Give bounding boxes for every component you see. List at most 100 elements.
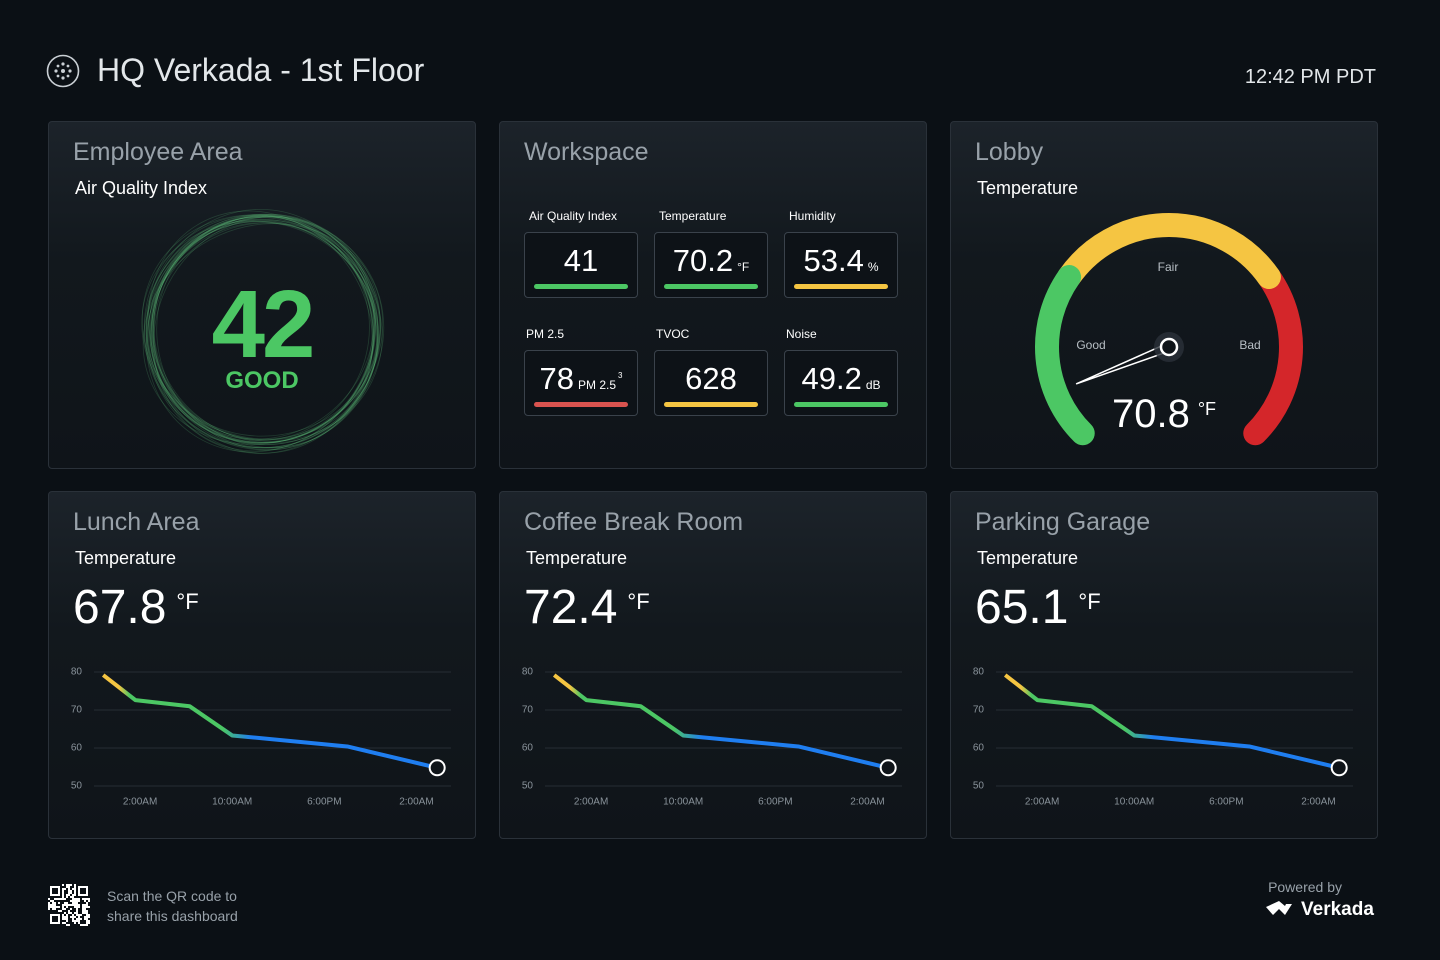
- qr-cell: [48, 920, 50, 922]
- qr-cell: [70, 920, 72, 922]
- unit: °F: [1197, 399, 1217, 419]
- qr-cell: [70, 894, 72, 896]
- qr-cell: [76, 894, 78, 896]
- x-tick-label: 2:00AM: [1301, 797, 1335, 808]
- qr-cell: [80, 910, 82, 912]
- qr-cell: [76, 884, 78, 886]
- qr-cell: [80, 884, 82, 886]
- ring-line: [151, 215, 381, 445]
- ring-line: [149, 222, 380, 446]
- qr-cell: [56, 890, 58, 892]
- qr-cell: [60, 890, 62, 892]
- qr-cell: [78, 924, 80, 926]
- qr-cell: [54, 896, 56, 898]
- qr-cell: [56, 904, 58, 906]
- qr-cell: [88, 910, 90, 912]
- qr-cell: [62, 902, 64, 904]
- value: 628: [685, 361, 737, 396]
- qr-cell: [56, 884, 58, 886]
- qr-cell: [68, 898, 70, 900]
- qr-cell: [60, 912, 62, 914]
- qr-cell: [82, 902, 84, 904]
- qr-cell: [54, 910, 56, 912]
- qr-cell: [72, 884, 74, 886]
- qr-cell: [86, 900, 88, 902]
- qr-cell: [78, 910, 80, 912]
- x-tick-label: 2:00AM: [1025, 797, 1059, 808]
- qr-cell: [72, 890, 74, 892]
- card-title: Workspace: [524, 138, 649, 166]
- qr-cell: [82, 890, 84, 892]
- qr-cell: [88, 918, 90, 920]
- qr-cell: [72, 886, 74, 888]
- qr-cell: [66, 888, 68, 890]
- qr-cell: [62, 886, 64, 888]
- ring-line: [145, 214, 376, 444]
- tile-value: 70.2 °F: [655, 243, 767, 279]
- qr-cell: [84, 888, 86, 890]
- x-tick-label: 10:00AM: [1114, 797, 1154, 808]
- qr-cell: [60, 884, 62, 886]
- value: 70.8: [1111, 392, 1190, 436]
- qr-cell: [72, 922, 74, 924]
- x-tick-label: 6:00PM: [307, 797, 341, 808]
- gauge: Good Fair Bad: [1035, 213, 1303, 446]
- qr-cell: [68, 900, 70, 902]
- y-tick-label: 50: [522, 781, 534, 792]
- ring-line: [151, 215, 375, 441]
- y-tick-label: 50: [973, 781, 985, 792]
- qr-cell: [82, 916, 84, 918]
- tile-label: Humidity: [789, 209, 836, 223]
- qr-cell: [48, 892, 50, 894]
- qr-cell: [68, 908, 70, 910]
- qr-cell: [72, 910, 74, 912]
- qr-cell: [70, 924, 72, 926]
- qr-cell: [48, 890, 50, 892]
- tile: 70.2 °F: [654, 232, 768, 298]
- qr-cell: [50, 896, 52, 898]
- qr-cell: [48, 886, 50, 888]
- tile: 53.4%: [784, 232, 898, 298]
- qr-cell: [48, 914, 50, 916]
- qr-cell: [54, 916, 56, 918]
- card-title: Coffee Break Room: [524, 508, 744, 536]
- zone-label: Good: [1076, 338, 1105, 352]
- qr-cell: [52, 920, 54, 922]
- card-title: Employee Area: [73, 138, 243, 166]
- zone-label: Bad: [1239, 338, 1260, 352]
- qr-cell: [84, 922, 86, 924]
- ring-line: [153, 221, 379, 444]
- ring-line: [156, 216, 374, 451]
- qr-cell: [74, 896, 76, 898]
- qr-cell: [80, 892, 82, 894]
- qr-cell: [54, 912, 56, 914]
- qr-cell: [76, 892, 78, 894]
- status-bar: [534, 402, 628, 407]
- qr-cell: [66, 898, 68, 900]
- qr-cell: [84, 884, 86, 886]
- qr-cell: [86, 908, 88, 910]
- qr-cell: [58, 904, 60, 906]
- qr-cell: [70, 902, 72, 904]
- ring-line: [143, 218, 379, 448]
- x-tick-label: 2:00AM: [123, 797, 157, 808]
- qr-cell: [50, 912, 52, 914]
- qr-cell: [60, 924, 62, 926]
- x-tick-label: 2:00AM: [574, 797, 608, 808]
- qr-cell: [48, 916, 50, 918]
- qr-cell: [48, 912, 50, 914]
- powered-by: Powered by: [1268, 879, 1342, 895]
- unit: PM 2.5: [578, 378, 617, 392]
- qr-cell: [70, 906, 72, 908]
- ring-line: [150, 215, 381, 443]
- line-chart: 50 60 70 80 2:00AM 10:00AM 6:00PM 2:00AM: [522, 667, 902, 808]
- tile-value: 53.4%: [785, 243, 897, 279]
- qr-cell: [64, 906, 66, 908]
- qr-cell: [64, 886, 66, 888]
- qr-cell: [82, 920, 84, 922]
- qr-cell: [76, 896, 78, 898]
- workspace-card: Workspace Air Quality Index 41 Temperature…: [499, 121, 927, 469]
- qr-cell: [76, 922, 78, 924]
- tile-label: Temperature: [659, 209, 727, 223]
